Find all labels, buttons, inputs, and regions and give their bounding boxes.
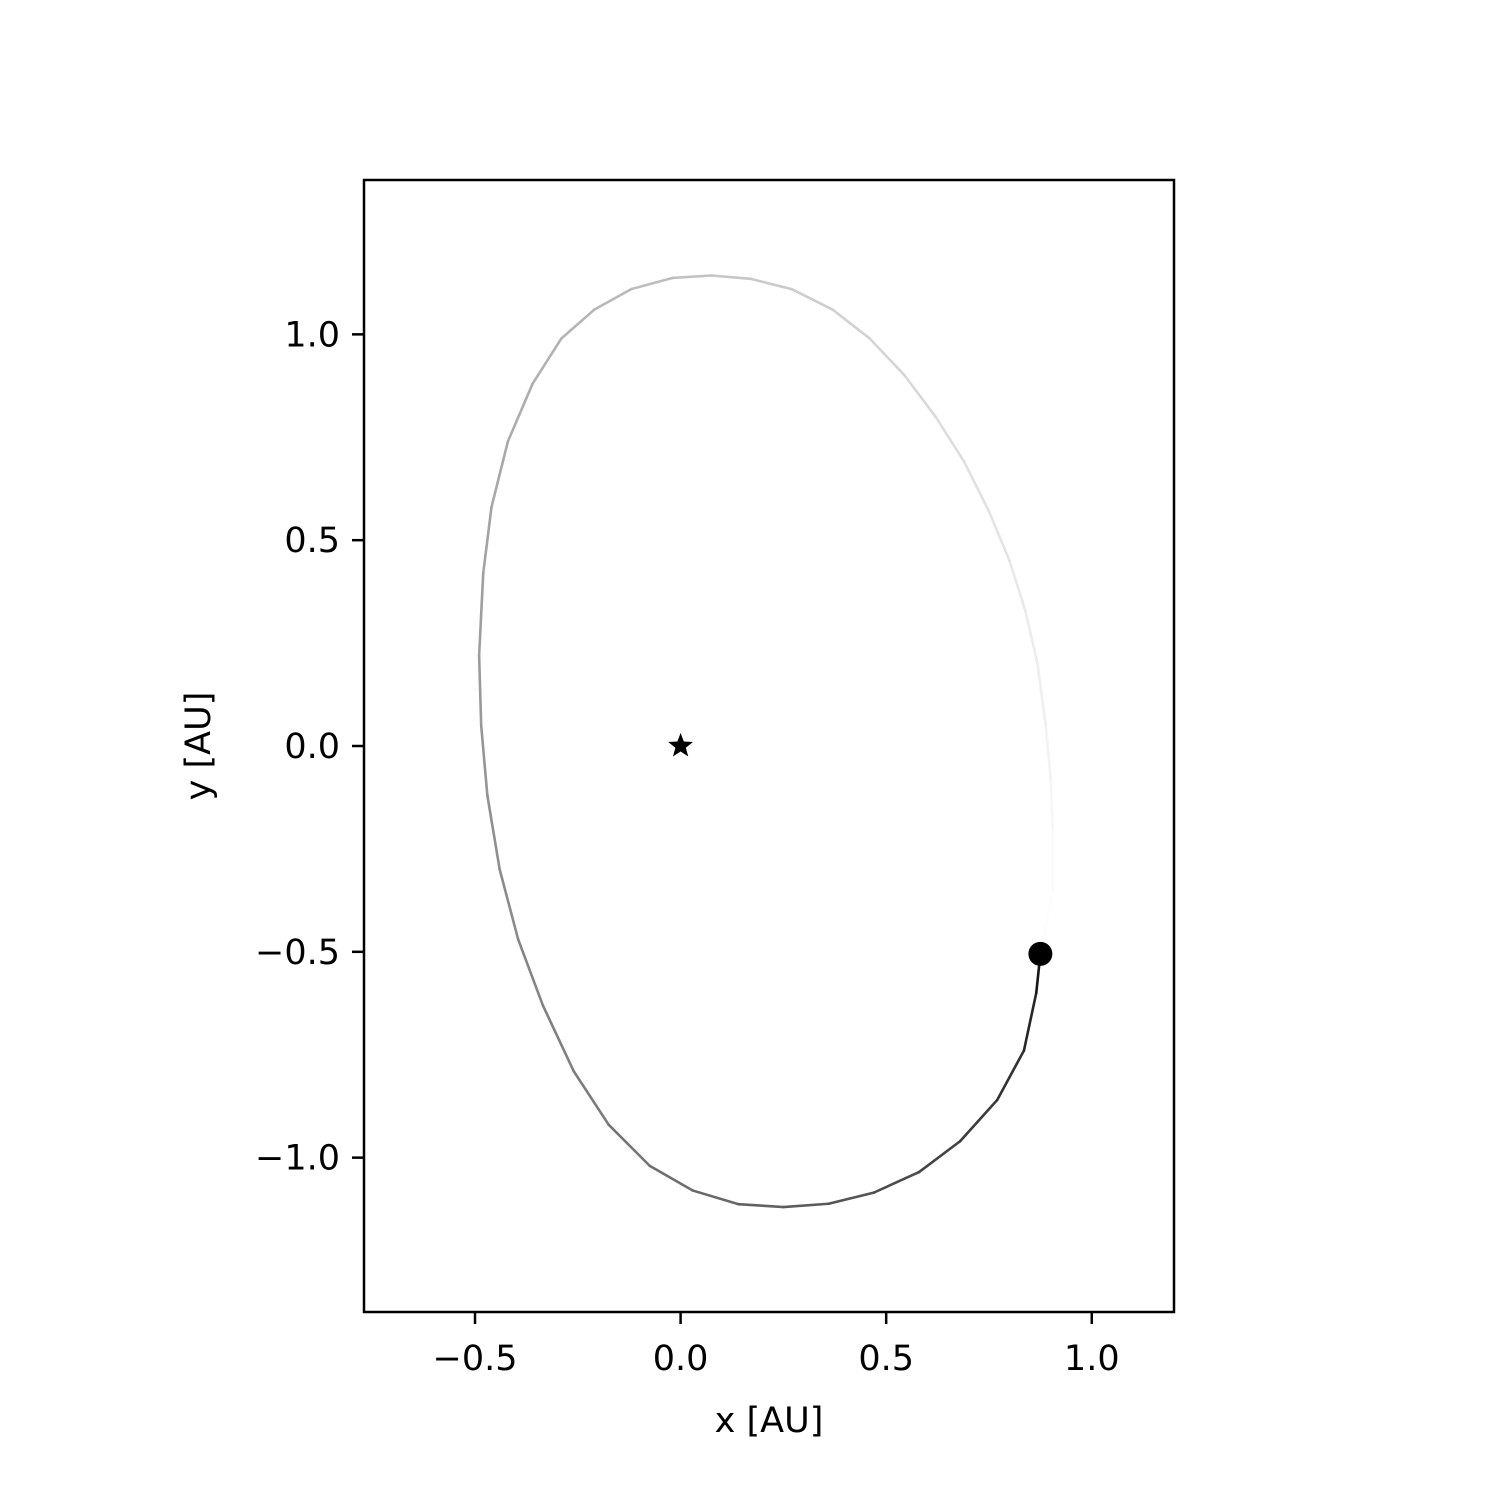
orbit-segment xyxy=(541,1004,575,1073)
orbit-segment xyxy=(648,1164,695,1192)
orbit-segment xyxy=(995,1049,1026,1102)
orbit-segment xyxy=(477,571,485,657)
x-axis-ticks: −0.5 0.0 0.5 1.0 xyxy=(433,1312,1120,1379)
orbit-segment xyxy=(629,276,674,291)
orbit-segment xyxy=(1008,559,1027,612)
orbit-segment xyxy=(506,382,534,443)
y-tick-label: −0.5 xyxy=(255,933,340,973)
y-tick-label: 0.0 xyxy=(284,727,340,767)
orbit-segment xyxy=(479,724,489,797)
orbit-segment xyxy=(872,1170,921,1194)
orbit-segment xyxy=(710,274,752,281)
orbit-segment xyxy=(607,1123,652,1168)
x-tick-label: 0.5 xyxy=(858,1339,914,1379)
orbit-segment xyxy=(477,654,483,727)
orbit-segment xyxy=(903,374,937,418)
orbit-segment xyxy=(671,274,713,280)
orbit-segment xyxy=(963,460,991,513)
orbit-segment xyxy=(490,440,510,509)
orbit-segment xyxy=(1023,608,1039,665)
orbit-segment xyxy=(987,510,1011,563)
orbit-segment xyxy=(691,1189,740,1206)
orbit-segment xyxy=(782,1202,830,1209)
orbit-segment xyxy=(516,938,545,1007)
orbit-segment xyxy=(1044,724,1052,781)
orbit-segment xyxy=(868,337,906,377)
orbit-segment xyxy=(1049,777,1055,830)
orbit-segment xyxy=(1036,662,1048,727)
orbit-segment xyxy=(1022,991,1038,1052)
markers xyxy=(668,733,1053,966)
orbit-trail xyxy=(477,274,1055,1209)
orbit-segment xyxy=(486,794,501,871)
orbit-segment xyxy=(831,308,872,340)
orbit-segment xyxy=(827,1191,876,1206)
y-tick-label: 0.5 xyxy=(284,521,340,561)
orbit-segment xyxy=(592,287,633,311)
y-axis-label: y [AU] xyxy=(179,692,219,801)
orbit-segment xyxy=(790,287,835,311)
y-tick-label: −1.0 xyxy=(255,1139,340,1179)
planet-marker xyxy=(1028,941,1053,966)
orbit-segment xyxy=(958,1098,999,1143)
orbit-segment xyxy=(498,868,520,941)
star-icon xyxy=(668,733,693,757)
orbit-segment xyxy=(934,415,966,464)
y-tick-label: 1.0 xyxy=(284,315,340,355)
y-axis-ticks: −1.0 −0.5 0.0 0.5 1.0 xyxy=(255,315,364,1179)
orbit-segment xyxy=(917,1139,962,1174)
orbit-segment xyxy=(560,308,596,340)
orbit-segment xyxy=(531,337,563,386)
x-tick-label: −0.5 xyxy=(433,1339,518,1379)
orbit-segment xyxy=(749,277,793,291)
orbit-segment xyxy=(572,1069,610,1127)
x-tick-label: 0.0 xyxy=(653,1339,709,1379)
orbit-segment xyxy=(736,1202,785,1209)
x-tick-label: 1.0 xyxy=(1064,1339,1120,1379)
orbit-segment xyxy=(481,505,493,575)
x-axis-label: x [AU] xyxy=(715,1401,824,1441)
